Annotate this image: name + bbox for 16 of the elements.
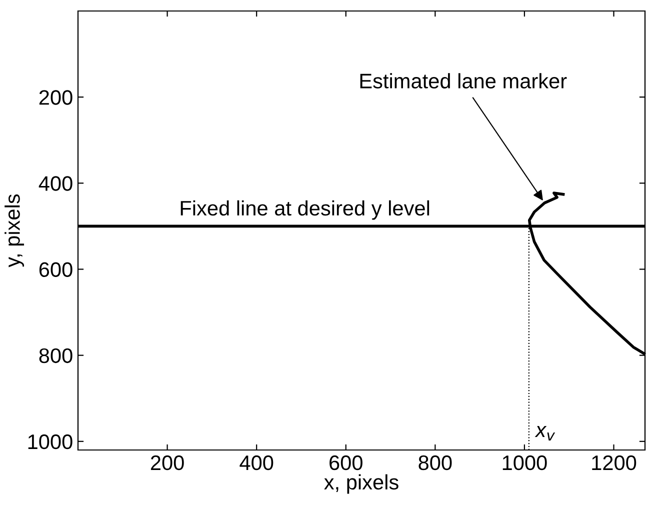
- x-tick-label: 600: [330, 455, 362, 470]
- x-tick-label: 400: [240, 455, 274, 470]
- y-tick-label: 600: [39, 262, 72, 277]
- x-tick-label: 1000: [502, 455, 547, 470]
- ref-line-label: Fixed line at desired y level: [180, 200, 430, 220]
- x-tick-label: 800: [418, 455, 452, 470]
- y-tick-label: 200: [39, 90, 72, 105]
- x-tick-label: 1200: [592, 455, 636, 470]
- x-axis-title: x, pixels: [324, 474, 398, 494]
- ref-line-label: x$_{v}$: [534, 426, 556, 440]
- y-tick-label: 400: [38, 176, 72, 191]
- y-tick-label: 800: [39, 348, 72, 364]
- y-axis-title: y, pixels: [4, 194, 24, 268]
- x-tick-label: 200: [150, 455, 184, 470]
- y-tick-label: 1000: [28, 434, 72, 450]
- annotation: Estimated lane marker: [360, 73, 567, 88]
